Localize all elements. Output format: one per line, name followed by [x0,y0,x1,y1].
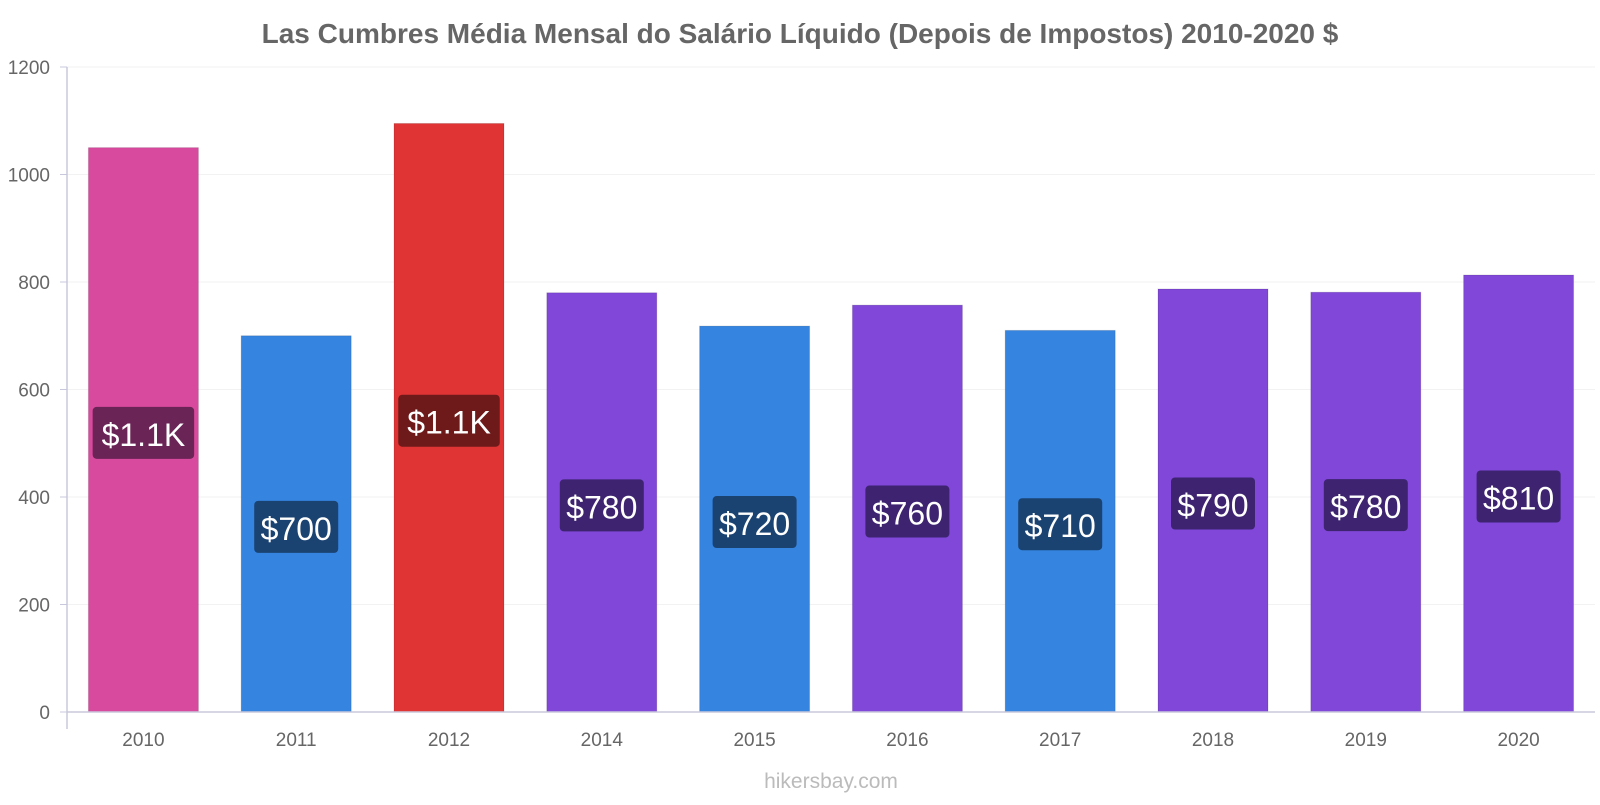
data-labels: $1.1K $700 $1.1K $780 $720 $760 $710 $790 $780 $8… [92,394,1561,553]
data-label-group: $720 [712,496,797,549]
y-tick-label: 800 [18,273,50,294]
data-label-bg [1171,477,1255,530]
data-label: $780 [566,489,637,525]
y-tick-label: 600 [18,381,50,402]
data-label-bg [254,500,339,553]
y-tick-label: 200 [18,596,50,617]
data-label: $790 [1177,487,1248,523]
data-label: $780 [1330,489,1401,525]
x-tick-label: 2012 [428,730,470,751]
data-label-group: $700 [254,500,339,553]
data-label: $810 [1483,481,1554,517]
y-tick-label: 1000 [8,166,50,187]
x-tick-label: 2018 [1192,730,1234,751]
watermark: hikersbay.com [764,770,898,793]
data-label: $700 [261,511,332,547]
y-axis-ticks: 0 200 400 600 800 1000 1200 [8,58,67,724]
data-label: $760 [872,496,943,532]
x-tick-label: 2014 [581,730,624,751]
x-tick-label: 2015 [733,730,775,751]
data-label-group: $1.1K [92,406,195,459]
y-tick-label: 1200 [8,58,50,79]
x-tick-label: 2017 [1039,730,1081,751]
data-label-bg [1323,479,1408,532]
data-label-bg [1018,498,1103,551]
data-label-group: $760 [865,485,950,538]
data-label-group: $810 [1476,470,1561,523]
chart-title: Las Cumbres Média Mensal do Salário Líqu… [262,18,1339,49]
y-tick-label: 0 [39,703,50,724]
data-label-group: $780 [559,479,644,532]
x-tick-label: 2011 [276,730,317,751]
x-tick-label: 2020 [1497,730,1539,751]
y-tick-label: 400 [18,488,50,509]
data-label-bg [712,496,797,549]
data-label-bg [92,406,195,459]
data-label-group: $790 [1171,477,1255,530]
data-label-bg [398,394,500,447]
x-tick-label: 2016 [886,730,928,751]
data-label: $1.1K [407,405,491,441]
data-label-group: $780 [1323,479,1408,532]
data-label-group: $1.1K [398,394,500,447]
data-label-bg [559,479,644,532]
data-label: $710 [1025,508,1096,544]
data-label-bg [1476,470,1561,523]
x-tick-label: 2019 [1345,730,1387,751]
axes [66,67,1595,729]
data-label: $720 [719,506,790,542]
x-tick-label: 2010 [122,730,164,751]
data-label: $1.1K [102,417,186,453]
data-label-group: $710 [1018,498,1103,551]
data-label-bg [865,485,950,538]
x-axis-ticks: 2010 2011 2012 2014 2015 2016 2017 2018 2019 2020 [122,730,1539,751]
bars [87,122,1575,713]
